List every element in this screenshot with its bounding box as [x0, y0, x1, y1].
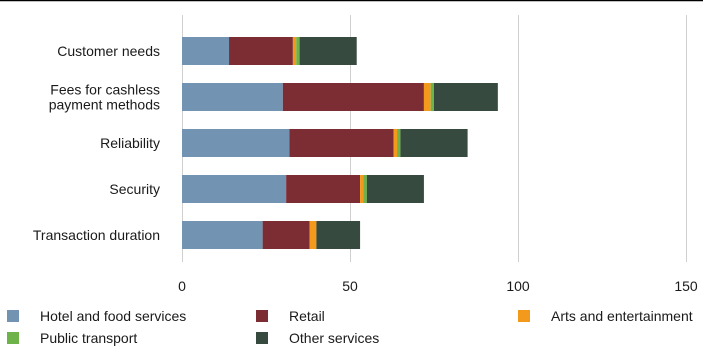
legend-swatch-2	[518, 310, 530, 322]
category-label: payment methods	[49, 97, 160, 113]
legend-label: Arts and entertainment	[551, 308, 693, 324]
bar-segment-1-3	[430, 83, 434, 111]
bar-segment-4-4	[316, 221, 361, 249]
bar-segment-1-4	[434, 83, 498, 111]
x-tick-label: 100	[506, 278, 530, 294]
category-label: Fees for cashless	[50, 82, 160, 98]
bar-segment-1-0	[182, 83, 283, 111]
bar-segment-0-0	[182, 37, 230, 65]
bar-segment-2-2	[393, 129, 398, 157]
bars	[182, 37, 498, 249]
bar-segment-3-1	[286, 175, 361, 203]
bar-segment-3-2	[360, 175, 364, 203]
category-label: Security	[109, 181, 160, 197]
bar-segment-1-2	[423, 83, 431, 111]
bar-segment-4-2	[309, 221, 317, 249]
bar-segment-1-1	[282, 83, 424, 111]
bar-segment-2-1	[289, 129, 394, 157]
x-tick-label: 0	[178, 278, 186, 294]
bar-segment-4-1	[262, 221, 310, 249]
bar-segment-0-3	[296, 37, 300, 65]
bar-segment-0-4	[299, 37, 357, 65]
bar-segment-2-0	[182, 129, 290, 157]
bar-segment-2-3	[397, 129, 401, 157]
legend-label: Other services	[289, 330, 379, 346]
legend: Hotel and food services Retail Arts and en…	[7, 308, 693, 346]
legend-swatch-0	[7, 310, 19, 322]
legend-label: Hotel and food services	[40, 308, 186, 324]
legend-label: Public transport	[40, 330, 137, 346]
bar-segment-2-4	[400, 129, 468, 157]
bar-segment-3-0	[182, 175, 287, 203]
x-tick-label: 150	[674, 278, 698, 294]
bar-segment-3-3	[363, 175, 367, 203]
bar-segment-0-2	[292, 37, 297, 65]
bar-segment-0-1	[229, 37, 293, 65]
legend-swatch-4	[256, 332, 268, 344]
x-tick-label: 50	[342, 278, 358, 294]
x-tick-labels: 0 50 100 150	[178, 278, 698, 294]
category-label: Customer needs	[57, 43, 160, 59]
category-label: Transaction duration	[33, 227, 160, 243]
legend-label: Retail	[289, 308, 325, 324]
bar-segment-4-0	[182, 221, 263, 249]
category-label: Reliability	[100, 135, 160, 151]
bar-segment-3-4	[366, 175, 424, 203]
legend-swatch-1	[256, 310, 268, 322]
legend-swatch-3	[7, 332, 19, 344]
